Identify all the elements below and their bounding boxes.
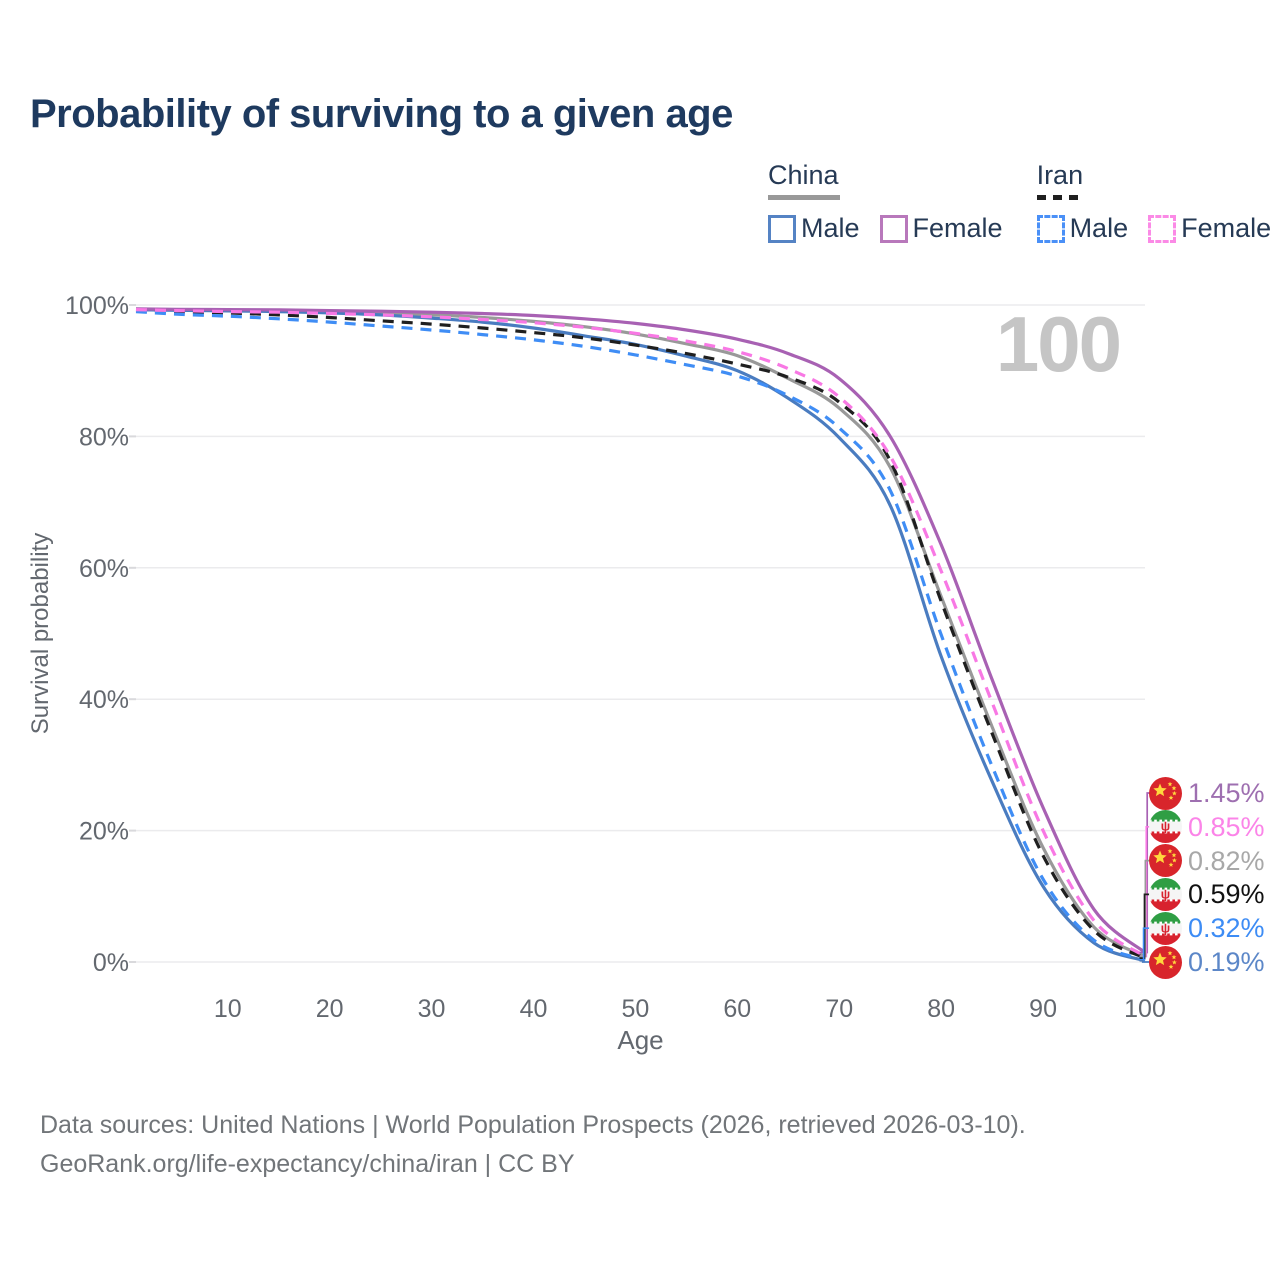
footer-attribution-line: GeoRank.org/life-expectancy/china/iran |… [40, 1150, 575, 1178]
legend-item-china-male[interactable]: Male [768, 213, 860, 244]
legend-china-label: China [768, 160, 839, 190]
china-series-underline [768, 195, 840, 200]
legend-china-title: China [768, 160, 1003, 200]
y-axis-title: Survival probability [27, 533, 54, 734]
legend-group-iran: Iran Male Female [1036, 160, 1272, 244]
china-female-swatch [879, 214, 908, 243]
footer-sources-line: Data sources: United Nations | World Pop… [40, 1111, 1026, 1139]
legend-iran-female-label: Female [1181, 213, 1272, 243]
iran-male-swatch [1036, 214, 1065, 243]
curve-iran-both[interactable] [135, 308, 1146, 960]
curve-china-female[interactable] [135, 307, 1147, 954]
legend: China Male Female Iran [768, 160, 1271, 244]
legend-iran-label: Iran [1036, 160, 1084, 190]
legend-iran-male-label: Male [1069, 213, 1129, 243]
iran-series-underline [1036, 195, 1085, 200]
end-label-connector [1139, 893, 1151, 959]
y-tick-label: 60% [79, 555, 129, 583]
page-title: Probability of surviving to a given age [30, 92, 733, 136]
x-tick-label: 90 [1029, 995, 1057, 1023]
legend-item-iran-female[interactable]: Female [1148, 213, 1271, 244]
y-tick-label: 40% [79, 686, 129, 714]
x-axis-title: Age [617, 1025, 663, 1055]
china-male-swatch [768, 214, 796, 243]
y-tick-label: 20% [79, 818, 129, 846]
watermark-age-100: 100 [996, 300, 1120, 388]
footer: Data sources: United Nations | World Pop… [40, 1106, 1026, 1184]
y-tick-label: 0% [93, 949, 129, 977]
x-tick-label: 20 [316, 995, 344, 1023]
legend-iran-title: Iran [1036, 160, 1272, 200]
end-label-connector [1139, 959, 1151, 963]
x-tick-label: 80 [927, 995, 955, 1023]
curve-iran-male[interactable] [135, 310, 1146, 962]
x-tick-label: 70 [825, 995, 853, 1023]
curve-china-male[interactable] [135, 308, 1146, 963]
legend-china-male-label: Male [801, 213, 860, 243]
legend-china-female-label: Female [912, 213, 1003, 243]
x-tick-label: 60 [723, 995, 751, 1023]
survival-chart-plot: 0% 20% 40% 60% 80% 100% 10 20 30 40 50 60 70 80 90 100 A… [27, 292, 1166, 1055]
x-tick-label: 50 [621, 995, 649, 1023]
y-tick-label: 80% [79, 423, 129, 451]
end-label-connector [1139, 927, 1151, 961]
iran-female-swatch [1148, 214, 1177, 243]
legend-item-china-female[interactable]: Female [879, 213, 1003, 244]
x-tick-label: 40 [520, 995, 548, 1023]
curve-iran-female[interactable] [135, 308, 1146, 958]
x-tick-label: 10 [214, 995, 242, 1023]
legend-item-iran-male[interactable]: Male [1036, 213, 1129, 244]
x-tick-label: 30 [418, 995, 446, 1023]
x-tick-label: 100 [1124, 995, 1166, 1023]
legend-group-china: China Male Female [768, 160, 1003, 244]
curve-china-both[interactable] [135, 308, 1146, 959]
y-tick-label: 100% [65, 292, 129, 320]
end-label-connector [1139, 859, 1151, 958]
